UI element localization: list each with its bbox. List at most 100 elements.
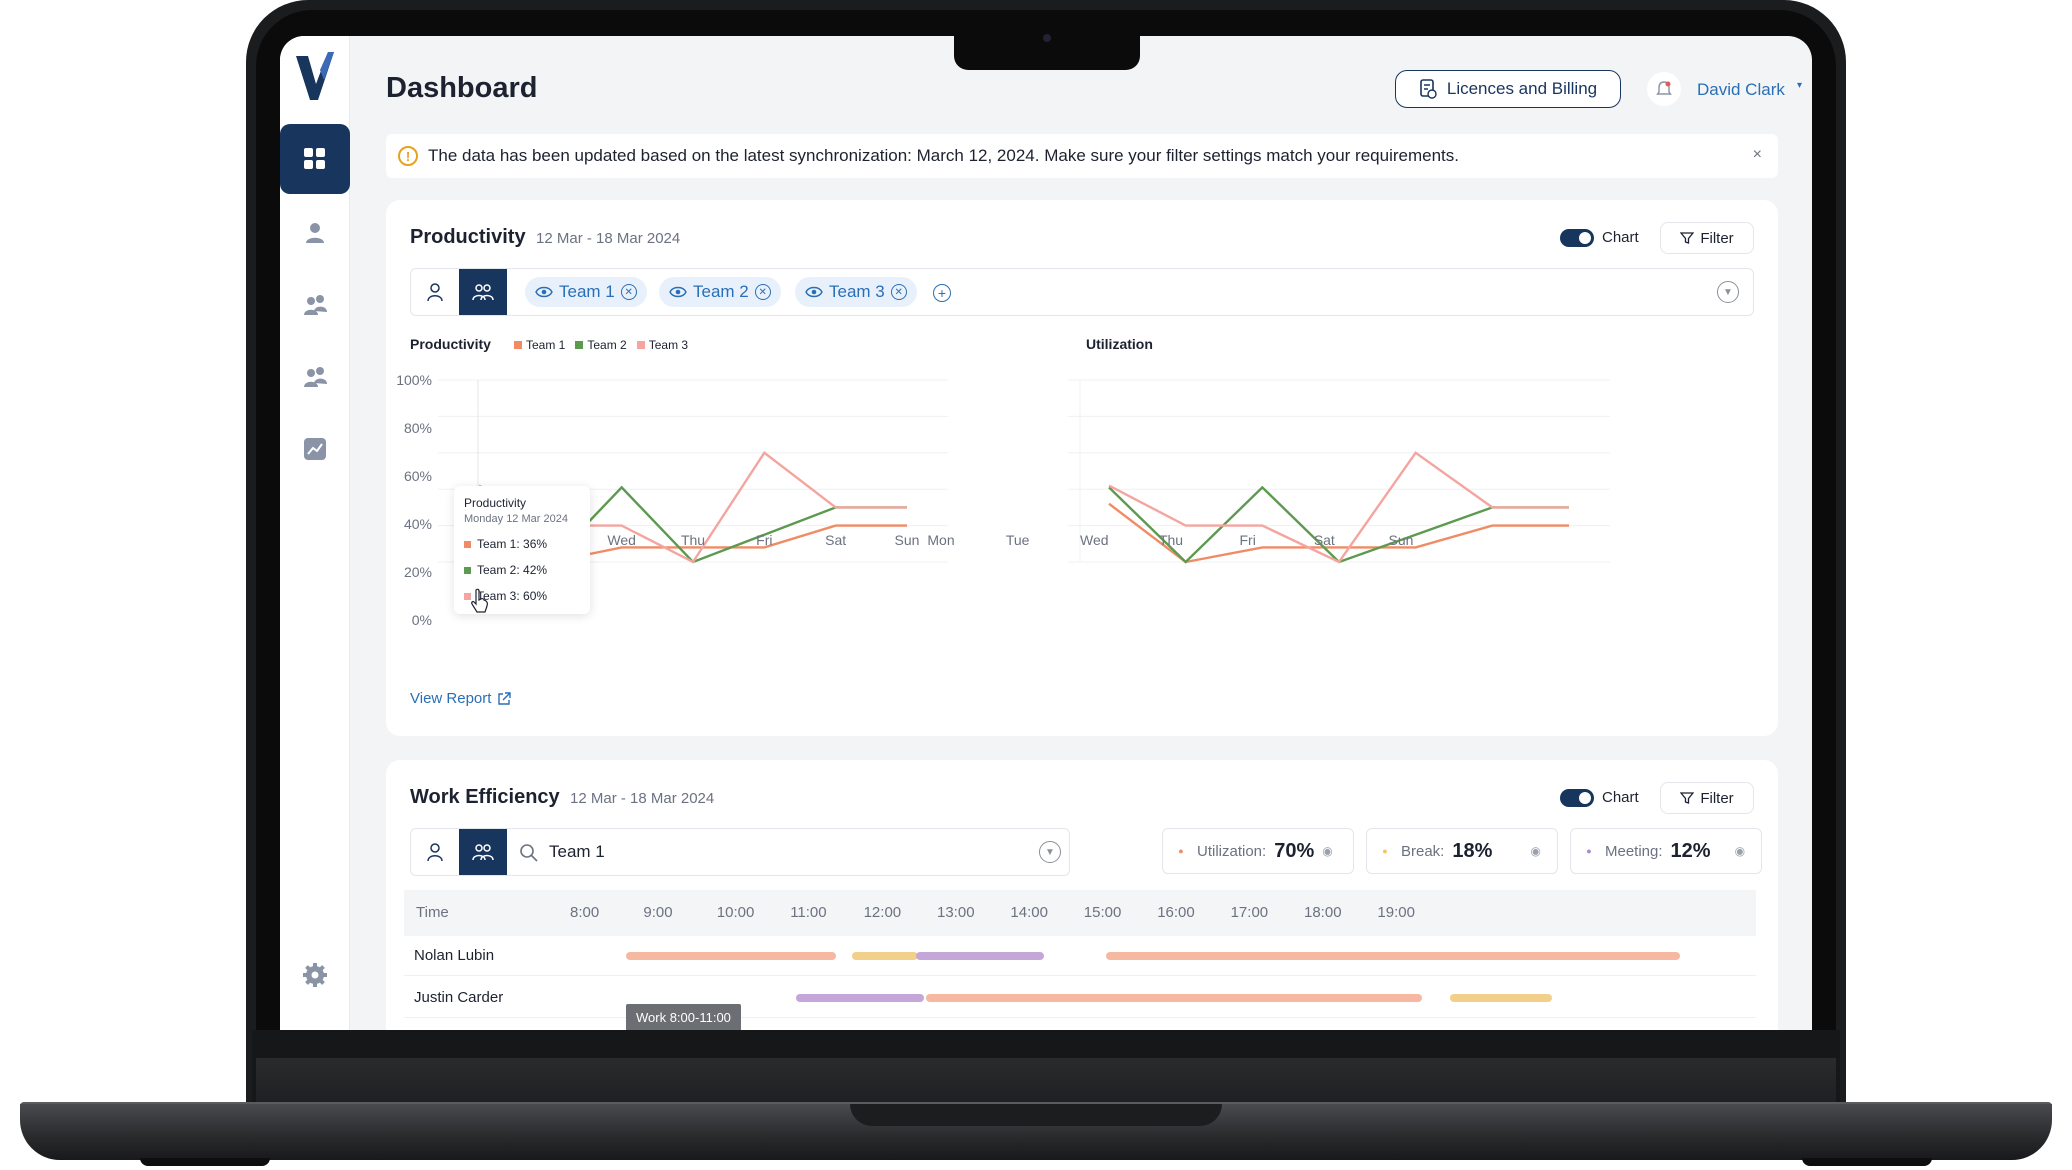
team-view-button[interactable] <box>459 829 507 875</box>
time-label: 12:00 <box>863 904 902 921</box>
tooltip-row: Team 1: 36% <box>464 537 580 551</box>
chevron-down-icon[interactable]: ▼ <box>1717 281 1739 303</box>
legend-item: Team 2 <box>575 338 627 352</box>
add-team-icon[interactable]: + <box>933 284 951 302</box>
productivity-date-range: 12 Mar - 18 Mar 2024 <box>536 230 681 247</box>
tooltip-subtitle: Monday 12 Mar 2024 <box>464 513 568 525</box>
user-outline-icon <box>427 283 443 302</box>
individual-view-button[interactable] <box>411 829 459 875</box>
warning-icon: ! <box>398 146 418 166</box>
eye-icon[interactable]: ◉ <box>1734 844 1746 858</box>
eye-icon[interactable]: ◉ <box>1322 844 1333 858</box>
licences-billing-button[interactable]: Licences and Billing <box>1395 70 1621 108</box>
team-chip-2[interactable]: Team 2 ✕ <box>659 277 781 307</box>
work-bar[interactable] <box>626 952 836 960</box>
meeting-stat: ● Meeting: 12% ◉ <box>1570 828 1762 874</box>
laptop-base-notch <box>850 1104 1222 1126</box>
employee-name: Nolan Lubin <box>414 947 495 964</box>
remove-chip-icon[interactable]: ✕ <box>754 284 771 300</box>
stat-label: Utilization: <box>1197 842 1267 860</box>
close-icon[interactable]: × <box>1752 146 1762 163</box>
legend-label: Team 1 <box>526 338 566 352</box>
filter-button[interactable]: Filter <box>1660 782 1754 814</box>
meeting-bar[interactable] <box>916 952 1044 960</box>
gear-icon <box>303 963 327 987</box>
chevron-down-icon[interactable]: ▾ <box>1797 80 1803 91</box>
x-tick-label: Tue <box>1005 532 1030 548</box>
main-content: Dashboard Licences and Billing David Cla… <box>350 36 1812 1030</box>
team-view-button[interactable] <box>459 269 507 315</box>
tooltip-title: Productivity <box>464 496 527 510</box>
groups-icon <box>304 367 327 387</box>
sidebar-item-groups[interactable] <box>280 342 350 412</box>
team-icon <box>304 295 327 315</box>
team-chip-1[interactable]: Team 1 ✕ <box>525 277 647 307</box>
sidebar-item-dashboard[interactable] <box>280 124 350 194</box>
break-icon: ● <box>1382 846 1388 856</box>
meeting-bar[interactable] <box>796 994 924 1002</box>
timeline-row[interactable]: Justin Carder Work 8:00-11:00 <box>404 978 1756 1030</box>
chart-legend: Team 1 Team 2 Team 3 <box>514 338 688 352</box>
sidebar-item-analytics[interactable] <box>280 414 350 484</box>
billing-doc-icon <box>1420 79 1437 99</box>
filter-button[interactable]: Filter <box>1660 222 1754 254</box>
tooltip-row: Team 2: 42% <box>464 563 580 577</box>
stats-row: ● Utilization: 70% ◉ ● Break: 18% ◉ ● Me… <box>1162 828 1762 874</box>
work-efficiency-title: Work Efficiency <box>410 786 560 808</box>
work-bar[interactable] <box>926 994 1422 1002</box>
series-line-3[interactable] <box>1108 451 1569 564</box>
tooltip-value: Team 3: 60% <box>477 589 548 603</box>
user-name[interactable]: David Clark <box>1697 80 1785 99</box>
timeline-row[interactable]: Nolan Lubin <box>404 936 1756 976</box>
time-label: 15:00 <box>1083 904 1122 921</box>
chart-toggle[interactable] <box>1560 229 1594 247</box>
team-search-selector: Team 1 ▼ <box>410 828 1070 876</box>
break-bar[interactable] <box>1450 994 1552 1002</box>
work-efficiency-card: Work Efficiency 12 Mar - 18 Mar 2024 Cha… <box>386 760 1778 1030</box>
logo-icon <box>296 52 334 100</box>
time-label: 10:00 <box>716 904 755 921</box>
chart-toggle-label: Chart <box>1602 789 1639 806</box>
sidebar-item-settings[interactable] <box>280 940 350 1010</box>
eye-icon[interactable]: ◉ <box>1530 844 1541 858</box>
x-tick-label: Fri <box>756 532 773 548</box>
remove-chip-icon[interactable]: ✕ <box>890 284 907 300</box>
x-tick-label: Sun <box>1388 532 1414 548</box>
productivity-card: Productivity 12 Mar - 18 Mar 2024 Chart … <box>386 200 1778 736</box>
y-tick-label: 80% <box>403 420 432 436</box>
user-icon <box>306 223 324 243</box>
x-tick-label: Mon <box>927 532 955 548</box>
laptop-chin <box>256 1058 1836 1106</box>
view-report-link[interactable]: View Report <box>410 690 512 707</box>
chart-toggle[interactable] <box>1560 789 1594 807</box>
tooltip-value: Team 1: 36% <box>477 537 548 551</box>
eye-icon <box>535 286 553 298</box>
y-tick-label: 0% <box>411 612 432 628</box>
time-label: 8:00 <box>570 904 600 921</box>
x-tick-label: Sat <box>825 532 847 548</box>
remove-chip-icon[interactable]: ✕ <box>620 284 637 300</box>
sidebar-item-user[interactable] <box>280 198 350 268</box>
legend-item: Team 1 <box>514 338 565 352</box>
hand-cursor-icon <box>471 588 489 613</box>
licences-billing-label: Licences and Billing <box>1446 79 1598 98</box>
legend-label: Team 3 <box>648 338 689 352</box>
user-outline-icon <box>427 843 443 862</box>
individual-view-button[interactable] <box>411 269 459 315</box>
utilization-chart-title: Utilization <box>1086 336 1153 352</box>
employee-name: Justin Carder <box>414 989 504 1006</box>
eye-icon <box>669 286 687 298</box>
team-chip-3[interactable]: Team 3 ✕ <box>795 277 917 307</box>
timeline-header: Time 8:00 9:00 10:00 11:00 12:00 13:00 14:00 15… <box>404 890 1756 936</box>
break-bar[interactable] <box>852 952 918 960</box>
chevron-down-icon[interactable]: ▼ <box>1039 841 1061 863</box>
time-label: 9:00 <box>643 904 673 921</box>
work-bar[interactable] <box>1106 952 1680 960</box>
laptop-foot-right <box>1802 1158 1932 1166</box>
eye-icon <box>805 286 823 298</box>
team-search-input[interactable]: Team 1 <box>549 842 605 861</box>
sidebar-item-team[interactable] <box>280 270 350 340</box>
notification-button[interactable] <box>1647 72 1681 106</box>
break-stat: ● Break: 18% ◉ <box>1366 828 1558 874</box>
y-tick-label: 40% <box>403 516 432 532</box>
